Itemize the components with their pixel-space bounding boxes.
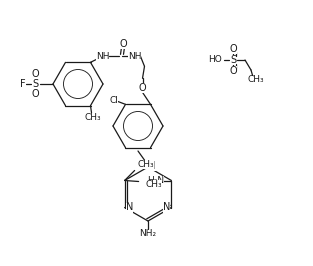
Text: O: O	[229, 66, 237, 76]
Text: O: O	[229, 44, 237, 54]
Text: H₂N: H₂N	[147, 176, 164, 185]
Text: O: O	[31, 69, 39, 79]
Text: O: O	[120, 39, 127, 49]
Text: S: S	[230, 55, 236, 65]
Text: N: N	[126, 202, 133, 213]
Text: N: N	[148, 161, 156, 171]
Text: CH₃: CH₃	[137, 160, 154, 169]
Text: NH₂: NH₂	[139, 230, 156, 239]
Text: O: O	[139, 83, 146, 93]
Text: HO: HO	[208, 56, 222, 64]
Text: NH: NH	[128, 52, 141, 61]
Text: F: F	[20, 79, 26, 89]
Text: N: N	[163, 202, 170, 213]
Text: CH₃: CH₃	[84, 113, 101, 122]
Text: CH₃: CH₃	[248, 76, 264, 85]
Text: Cl: Cl	[109, 96, 118, 105]
Text: O: O	[31, 89, 39, 99]
Text: CH₃: CH₃	[145, 180, 162, 189]
Text: NH: NH	[96, 52, 109, 61]
Text: S: S	[32, 79, 38, 89]
